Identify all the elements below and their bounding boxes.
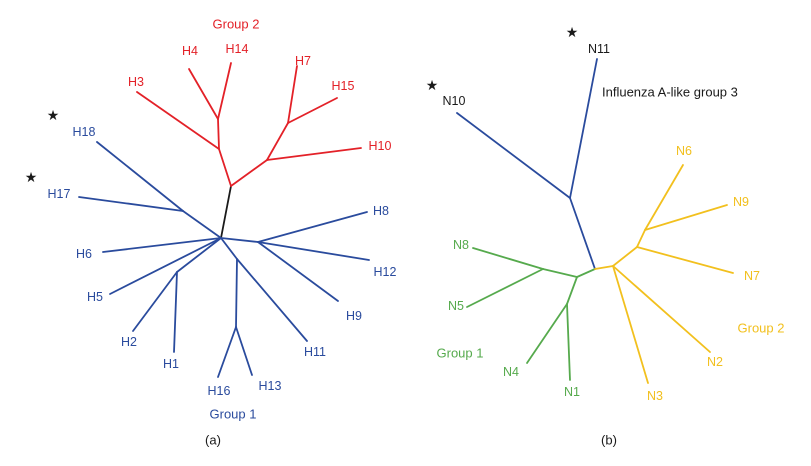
taxon-label-n10: N10 [443, 94, 466, 108]
taxon-label-h5: H5 [87, 290, 103, 304]
branch-green [542, 268, 578, 278]
branch-red [230, 159, 268, 187]
branch-blue [236, 258, 308, 342]
branch-blue [257, 211, 368, 243]
taxon-label-h15: H15 [332, 79, 355, 93]
taxon-label-n4: N4 [503, 365, 519, 379]
group3-label-b: Influenza A-like group 3 [602, 85, 738, 100]
branch-green [526, 303, 568, 364]
branch-yellow [636, 229, 646, 248]
branch-blue [173, 271, 178, 353]
tree-panel-b: ★ ★ N11 N10 Influenza A-like group 3 N6 N9 N8 N7… [426, 24, 785, 448]
panel-caption-a: (a) [205, 433, 221, 448]
tree-panel-a: ★ ★ Group 2 H4 H14 H7 H3 H15 H10 H18 H17 H8 H6 H12 H5 H… [25, 17, 397, 448]
taxon-label-h8: H8 [373, 204, 389, 218]
branch-yellow [636, 246, 734, 274]
branch-red [136, 91, 220, 150]
star-h17-icon: ★ [25, 169, 38, 185]
branch-blue [257, 241, 370, 261]
group1-label-a: Group 1 [210, 407, 257, 422]
taxon-label-n11: N11 [588, 42, 610, 56]
branch-yellow [594, 265, 614, 270]
branch-red [287, 97, 338, 124]
taxon-label-n5: N5 [448, 299, 464, 313]
branch-blue [78, 196, 184, 212]
branch-yellow [644, 204, 728, 231]
branch-blue [456, 112, 571, 199]
taxon-label-h11: H11 [304, 345, 326, 359]
taxon-label-n1: N1 [564, 385, 580, 399]
taxon-label-h4: H4 [182, 44, 198, 58]
branch-red [217, 62, 232, 120]
taxon-label-n3: N3 [647, 389, 663, 403]
branch-red [217, 118, 220, 150]
branch-blue [569, 58, 598, 199]
branch-red [218, 148, 232, 187]
branch-green [472, 247, 544, 270]
taxon-label-h1: H1 [163, 357, 179, 371]
star-n10-icon: ★ [426, 77, 439, 93]
branch-blue [257, 241, 339, 302]
branch-yellow [612, 265, 649, 384]
branch-red [287, 65, 298, 124]
branch-blue [220, 237, 238, 260]
branch-blue [217, 326, 237, 378]
taxon-label-h12: H12 [374, 265, 397, 279]
panel-caption-b: (b) [601, 433, 617, 448]
branch-green [466, 268, 544, 308]
branch-blue [102, 237, 222, 253]
branch-blue [182, 210, 222, 239]
branch-red [188, 68, 219, 120]
taxon-label-h3: H3 [128, 75, 144, 89]
branch-blue [176, 237, 222, 273]
branch-yellow [612, 246, 638, 267]
branch-blue [96, 141, 184, 212]
branch-green [566, 303, 571, 381]
taxon-label-h6: H6 [76, 247, 92, 261]
star-h18-icon: ★ [47, 107, 60, 123]
taxon-label-h7: H7 [295, 54, 311, 68]
group2-label-b: Group 2 [738, 321, 785, 336]
taxon-label-n9: N9 [733, 195, 749, 209]
group2-label-a: Group 2 [213, 17, 260, 32]
branch-blue [132, 271, 178, 332]
branch-blue [569, 197, 596, 270]
branch-blue [220, 237, 259, 243]
taxon-label-h17: H17 [48, 187, 71, 201]
taxon-label-h9: H9 [346, 309, 362, 323]
branch-blue [109, 237, 222, 295]
taxon-label-n8: N8 [453, 238, 469, 252]
branch-yellow [612, 265, 711, 353]
taxon-label-h18: H18 [73, 125, 96, 139]
branch-blue [235, 258, 238, 328]
branch-yellow [644, 164, 684, 231]
taxon-label-h13: H13 [259, 379, 282, 393]
branch-green [566, 276, 578, 305]
branch-green [576, 268, 596, 278]
taxon-label-h2: H2 [121, 335, 137, 349]
branch-red [266, 122, 289, 161]
taxon-label-n2: N2 [707, 355, 723, 369]
taxon-label-n7: N7 [744, 269, 760, 283]
group1-label-b: Group 1 [437, 346, 484, 361]
taxon-label-n6: N6 [676, 144, 692, 158]
taxon-label-h10: H10 [369, 139, 392, 153]
branch-blue [235, 326, 253, 376]
star-n11-icon: ★ [566, 24, 579, 40]
taxon-label-h14: H14 [226, 42, 249, 56]
taxon-label-h16: H16 [208, 384, 231, 398]
branch-black [220, 185, 232, 239]
branch-red [266, 147, 362, 161]
